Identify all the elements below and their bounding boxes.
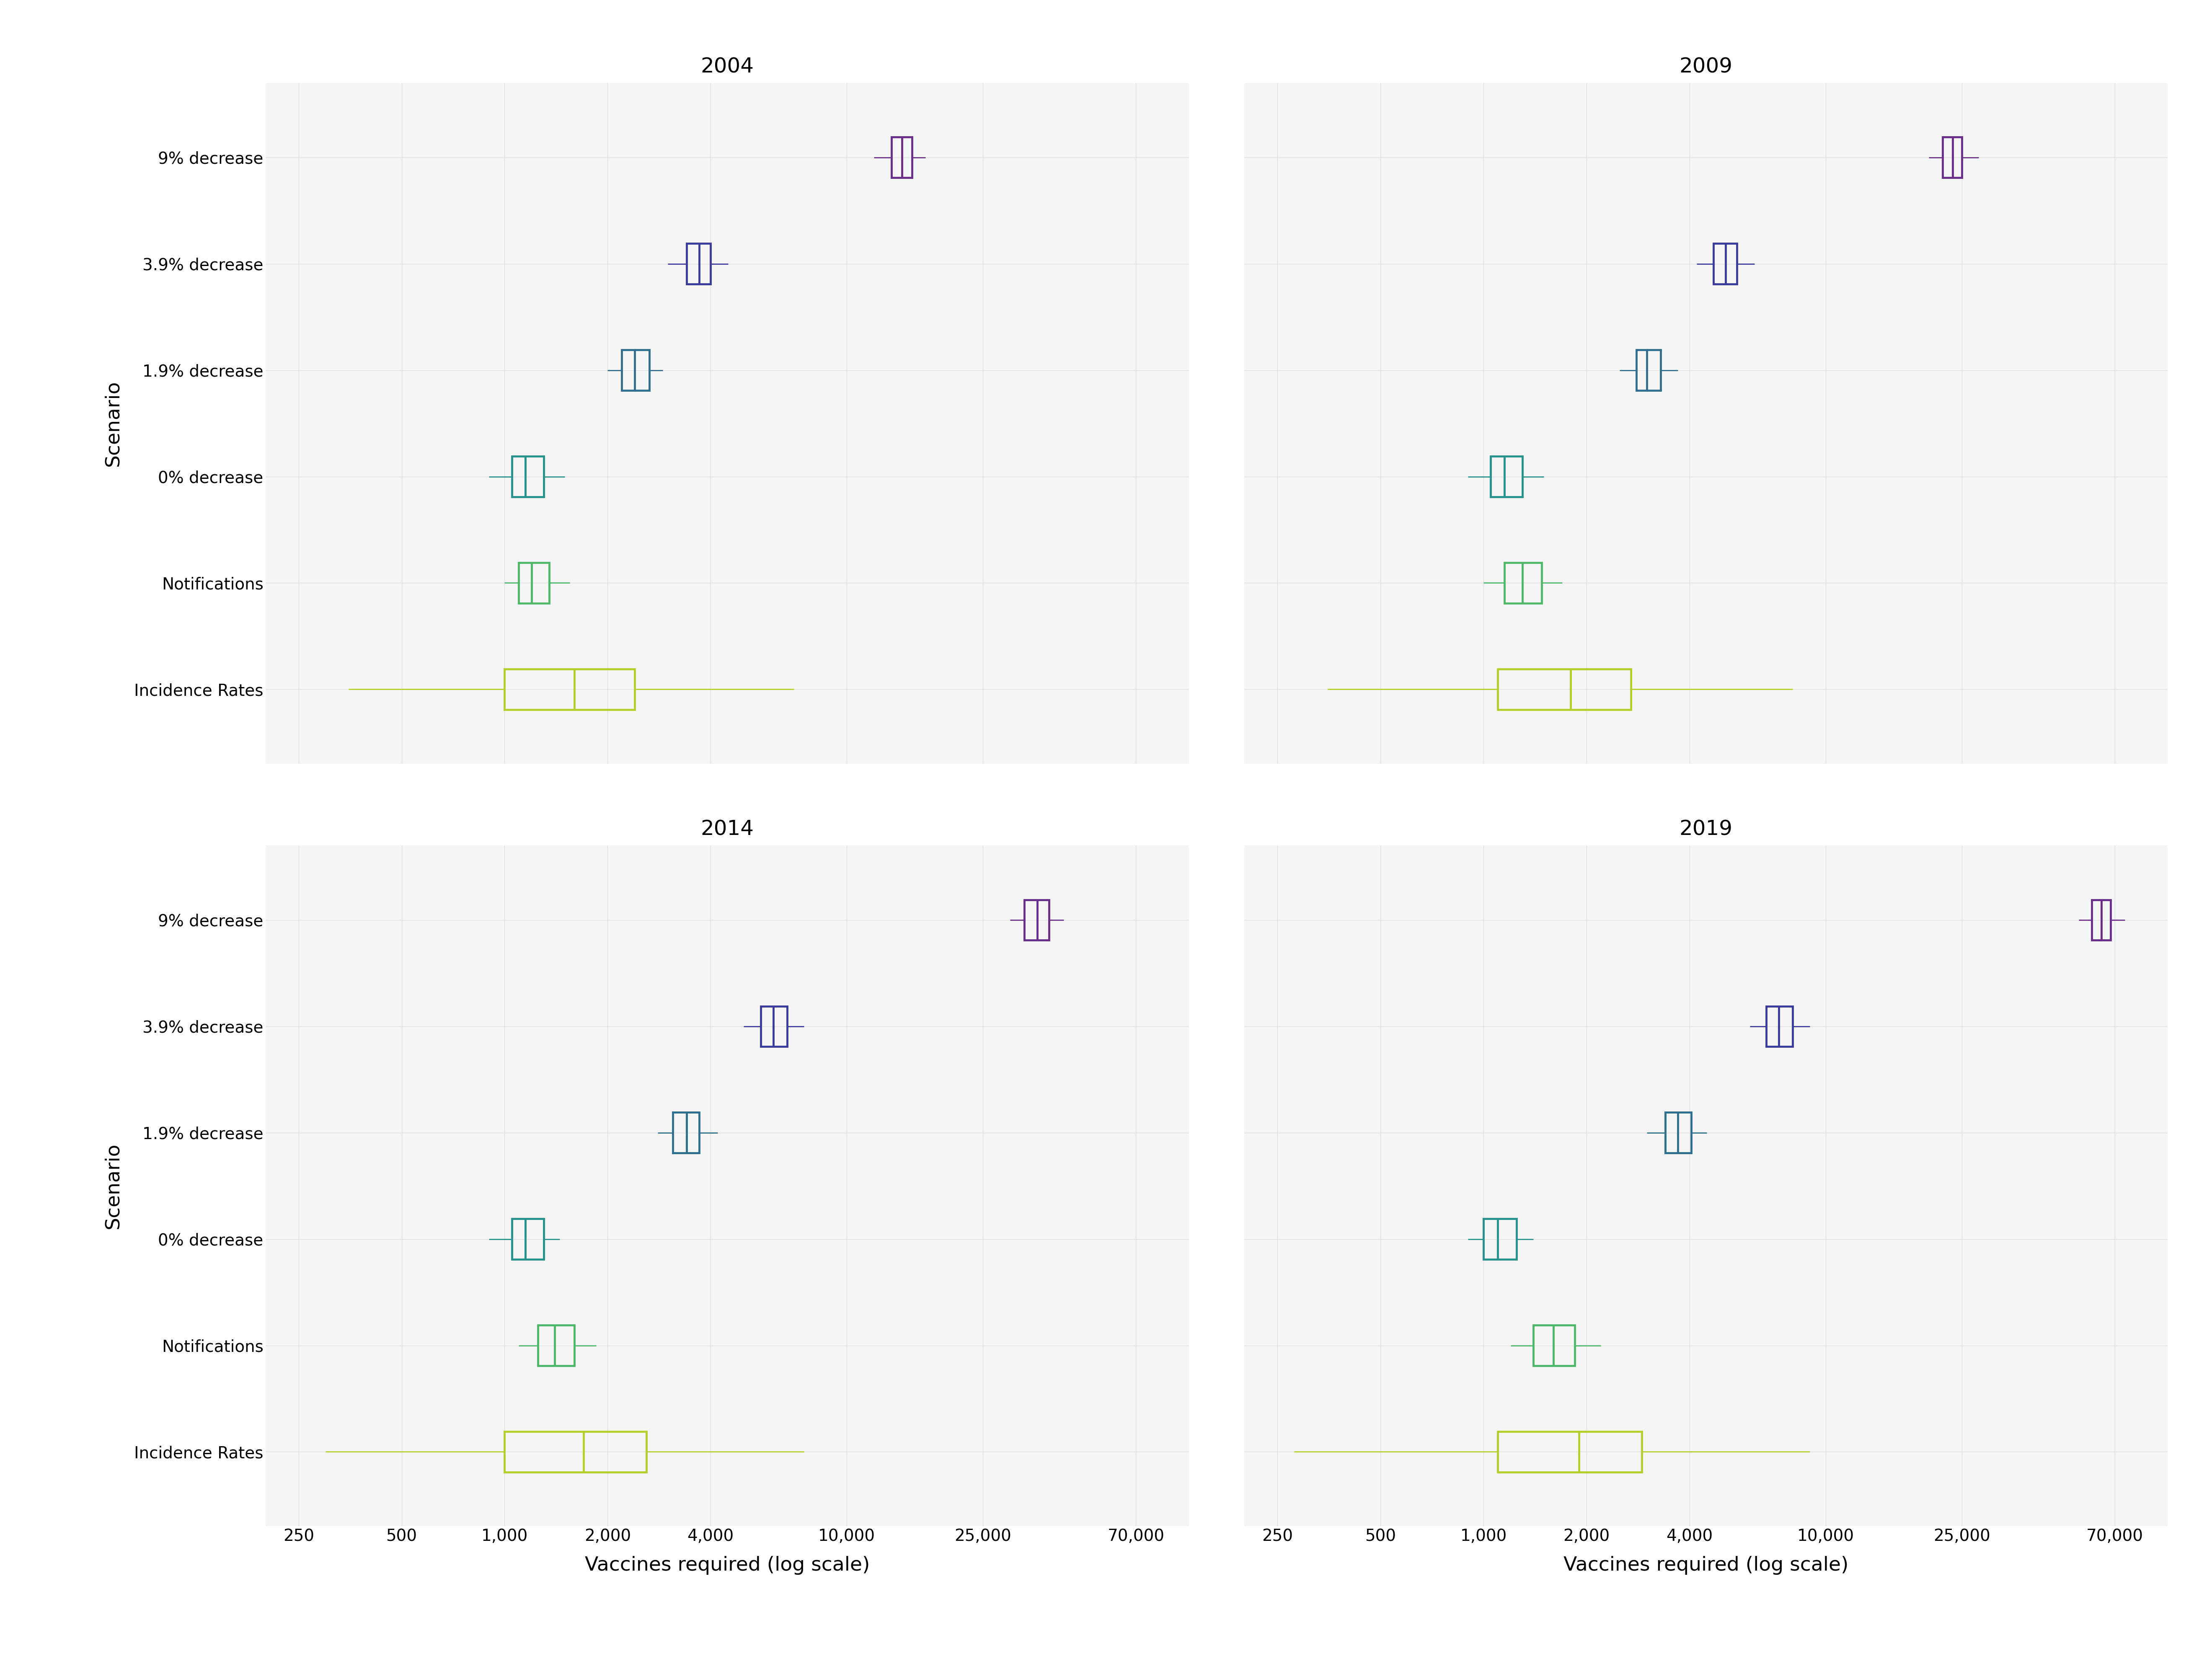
Title: 2014: 2014	[701, 820, 754, 839]
Title: 2009: 2009	[1679, 56, 1732, 76]
Title: 2004: 2004	[701, 56, 754, 76]
Y-axis label: Scenario: Scenario	[104, 380, 122, 466]
X-axis label: Vaccines required (log scale): Vaccines required (log scale)	[584, 1556, 869, 1574]
X-axis label: Vaccines required (log scale): Vaccines required (log scale)	[1564, 1556, 1849, 1574]
Y-axis label: Scenario: Scenario	[104, 1143, 122, 1229]
Title: 2019: 2019	[1679, 820, 1732, 839]
